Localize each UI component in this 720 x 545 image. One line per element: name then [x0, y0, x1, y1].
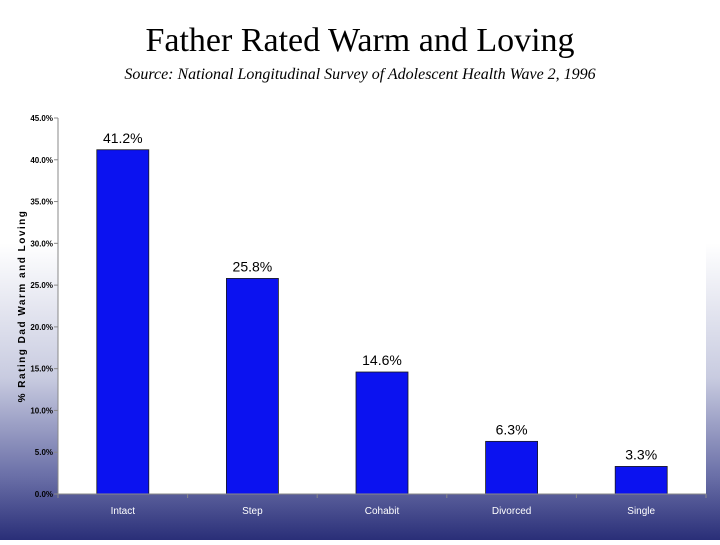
- y-tick-label: 10.0%: [30, 406, 53, 415]
- y-tick-label: 15.0%: [30, 365, 53, 374]
- y-axis-label: % Rating Dad Warm and Loving: [17, 210, 28, 403]
- x-tick-label: Cohabit: [365, 506, 400, 517]
- y-tick-label: 25.0%: [30, 281, 53, 290]
- chart-area: 0.0% 5.0% 10.0% 15.0% 20.0% 25.0% 30.0% 35.0% 40…: [0, 108, 720, 540]
- y-tick-label: 40.0%: [30, 156, 53, 165]
- y-tick-label: 5.0%: [35, 448, 53, 457]
- bar-data-label: 6.3%: [496, 421, 528, 437]
- y-tick-label: 30.0%: [30, 239, 53, 248]
- bar-data-label: 25.8%: [233, 258, 273, 274]
- y-tick-label: 0.0%: [35, 490, 53, 499]
- bar: [96, 149, 150, 495]
- bar-data-label: 41.2%: [103, 130, 143, 146]
- bar: [355, 371, 409, 495]
- bar-data-label: 3.3%: [625, 446, 657, 462]
- x-tick-label: Intact: [111, 506, 136, 517]
- bar: [614, 466, 668, 495]
- y-tick-label: 35.0%: [30, 198, 53, 207]
- bar: [225, 278, 279, 495]
- bar: [485, 440, 539, 495]
- x-tick-label: Divorced: [492, 506, 531, 517]
- bar-chart: 0.0% 5.0% 10.0% 15.0% 20.0% 25.0% 30.0% 35.0% 40…: [17, 114, 707, 517]
- x-tick-label: Single: [627, 506, 655, 517]
- y-tick-label: 45.0%: [30, 114, 53, 123]
- x-tick-label: Step: [242, 506, 263, 517]
- bar-data-label: 14.6%: [362, 352, 402, 368]
- y-tick-label: 20.0%: [30, 323, 53, 332]
- slide-title: Father Rated Warm and Loving: [145, 22, 575, 59]
- slide-subtitle: Source: National Longitudinal Survey of …: [124, 66, 596, 83]
